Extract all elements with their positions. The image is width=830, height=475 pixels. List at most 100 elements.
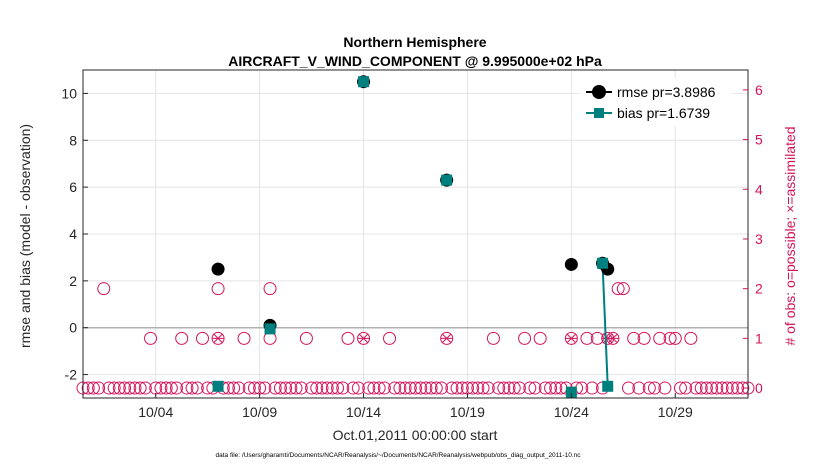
bias-point xyxy=(602,380,614,392)
obs-possible-marker xyxy=(694,381,708,395)
legend-rmse-marker xyxy=(592,85,606,99)
obs-possible-marker xyxy=(175,331,189,345)
obs-possible-marker xyxy=(616,282,630,296)
x-tick-label: 10/24 xyxy=(554,404,589,420)
obs-possible-marker xyxy=(310,381,324,395)
obs-possible-marker xyxy=(351,381,365,395)
chart-subtitle: AIRCRAFT_V_WIND_COMPONENT @ 9.995000e+02… xyxy=(228,53,602,69)
obs-possible-marker xyxy=(195,331,209,345)
x-tick-label: 10/14 xyxy=(346,404,381,420)
obs-possible-marker xyxy=(273,381,287,395)
x-axis-label: Oct.01,2011 00:00:00 start xyxy=(333,427,498,443)
obs-possible-marker xyxy=(393,381,407,395)
obs-possible-marker xyxy=(622,381,636,395)
bias-point xyxy=(441,174,453,186)
obs-possible-marker xyxy=(689,381,703,395)
obs-possible-marker xyxy=(305,381,319,395)
obs-possible-marker xyxy=(159,381,173,395)
obs-possible-marker xyxy=(180,381,194,395)
y-axis-label-right: # of obs: o=possible; ×=assimilated xyxy=(782,126,798,345)
obs-possible-marker xyxy=(627,331,641,345)
obs-possible-marker xyxy=(466,381,480,395)
obs-possible-marker xyxy=(102,381,116,395)
obs-possible-marker xyxy=(710,381,724,395)
obs-possible-marker xyxy=(679,381,693,395)
x-tick-label: 10/19 xyxy=(450,404,485,420)
obs-possible-marker xyxy=(533,331,547,345)
obs-possible-marker xyxy=(289,381,303,395)
obs-possible-marker xyxy=(138,381,152,395)
x-tick-label: 10/29 xyxy=(658,404,693,420)
bias-point xyxy=(358,76,370,88)
y-left-tick-label: 8 xyxy=(69,132,77,148)
obs-possible-marker xyxy=(673,381,687,395)
rmse-point xyxy=(211,262,225,276)
obs-possible-marker xyxy=(320,381,334,395)
obs-possible-marker xyxy=(247,381,261,395)
chart-title: Northern Hemisphere xyxy=(343,34,486,50)
x-tick-label: 10/04 xyxy=(138,404,173,420)
obs-possible-marker xyxy=(170,381,184,395)
legend-box xyxy=(580,78,732,126)
y-right-tick-label: 2 xyxy=(755,281,763,297)
obs-possible-marker xyxy=(144,331,158,345)
obs-possible-marker xyxy=(331,381,345,395)
obs-possible-marker xyxy=(486,331,500,345)
obs-possible-marker xyxy=(471,381,485,395)
obs-possible-marker xyxy=(185,381,199,395)
obs-possible-marker xyxy=(123,381,137,395)
obs-possible-marker xyxy=(268,381,282,395)
y-left-tick-label: -2 xyxy=(65,367,78,383)
obs-possible-marker xyxy=(211,282,225,296)
bias-point xyxy=(212,380,224,392)
obs-possible-marker xyxy=(699,381,713,395)
obs-possible-marker xyxy=(133,381,147,395)
obs-possible-marker xyxy=(450,381,464,395)
y-left-tick-label: 10 xyxy=(61,85,77,101)
y-right-tick-label: 3 xyxy=(755,231,763,247)
obs-possible-marker xyxy=(653,331,667,345)
obs-possible-marker xyxy=(684,331,698,345)
legend-bias-label: bias pr=1.6739 xyxy=(617,105,710,121)
obs-possible-marker xyxy=(263,282,277,296)
bias-point xyxy=(565,386,577,398)
obs-possible-marker xyxy=(346,381,360,395)
obs-possible-marker xyxy=(409,381,422,395)
bias-series-line xyxy=(601,263,609,387)
obs-possible-marker xyxy=(414,381,428,395)
obs-possible-marker xyxy=(154,381,168,395)
obs-possible-marker xyxy=(647,381,661,395)
obs-possible-marker xyxy=(668,331,682,345)
obs-possible-marker xyxy=(118,381,132,395)
obs-possible-marker xyxy=(227,381,241,395)
obs-possible-marker xyxy=(315,381,329,395)
legend: rmse pr=3.8986 bias pr=1.6739 xyxy=(580,78,732,126)
obs-possible-marker xyxy=(705,381,719,395)
y-right-tick-label: 4 xyxy=(755,181,763,197)
obs-possible-marker xyxy=(284,381,298,395)
obs-possible-marker xyxy=(372,381,386,395)
obs-possible-marker xyxy=(81,381,95,395)
obs-possible-marker xyxy=(388,381,402,395)
bias-point xyxy=(597,257,609,269)
obs-possible-marker xyxy=(725,381,739,395)
obs-possible-marker xyxy=(429,381,443,395)
obs-possible-marker xyxy=(736,381,750,395)
obs-possible-marker xyxy=(242,381,256,395)
obs-possible-marker xyxy=(518,331,532,345)
obs-possible-marker xyxy=(455,381,469,395)
obs-possible-marker xyxy=(325,381,339,395)
obs-possible-marker xyxy=(279,381,293,395)
obs-possible-marker xyxy=(663,331,677,345)
data-file-footnote: data file: /Users/gharamti/Documents/NCA… xyxy=(216,452,582,459)
y-left-tick-label: 0 xyxy=(69,320,77,336)
obs-possible-marker xyxy=(294,381,308,395)
obs-possible-marker xyxy=(258,381,272,395)
obs-possible-marker xyxy=(538,381,552,395)
obs-possible-marker xyxy=(97,282,111,296)
obs-possible-marker xyxy=(528,381,542,395)
obs-possible-marker xyxy=(107,381,121,395)
series-layer xyxy=(211,75,615,398)
obs-possible-marker xyxy=(523,381,537,395)
